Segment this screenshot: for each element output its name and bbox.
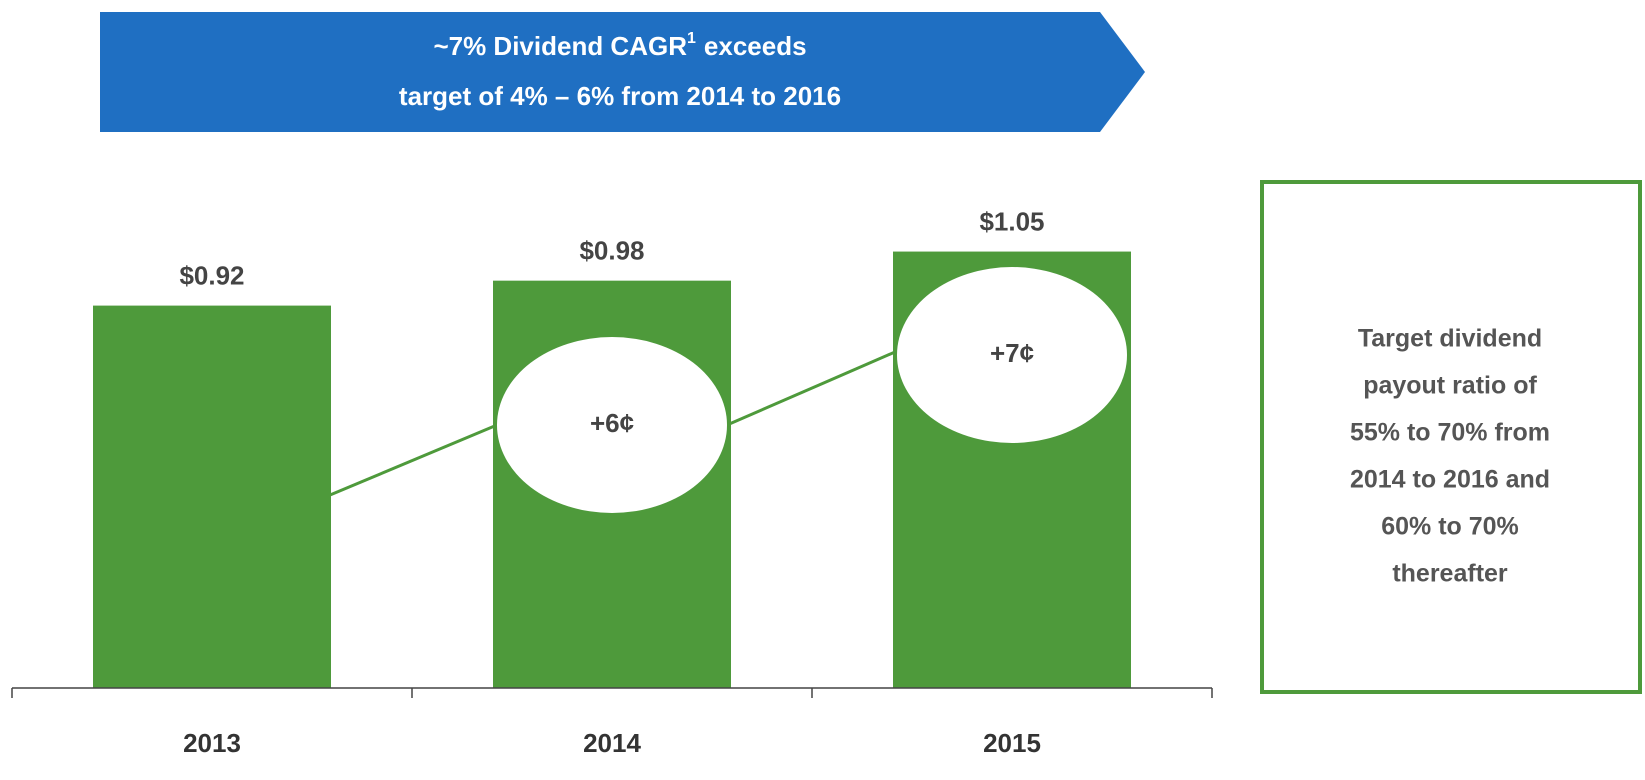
x-tick-label: 2014 <box>583 728 641 758</box>
side-note: payout ratio of <box>1363 372 1537 400</box>
side-note: Target dividend <box>1358 325 1542 353</box>
connector <box>329 423 498 497</box>
banner-title: ~7% Dividend CAGR1 exceeds <box>433 30 806 61</box>
x-tick-label: 2013 <box>183 728 241 758</box>
title-part: ~7% Dividend CAGR <box>433 31 687 61</box>
side-box <box>1260 180 1642 694</box>
annotation: +7¢ <box>990 338 1034 368</box>
annotation-bubble <box>497 337 727 513</box>
side-note: 55% to 70% from <box>1350 419 1550 447</box>
connector <box>726 350 896 427</box>
value-label: $0.98 <box>579 236 644 266</box>
side-note: 2014 to 2016 and <box>1350 466 1550 494</box>
side-note: thereafter <box>1392 560 1508 588</box>
value-label: $1.05 <box>979 206 1044 236</box>
side-note: 60% to 70% <box>1381 513 1519 541</box>
banner-title: target of 4% – 6% from 2014 to 2016 <box>399 81 841 111</box>
bar <box>93 305 331 688</box>
footnote-mark: 1 <box>687 30 696 47</box>
value-label: $0.92 <box>179 260 244 290</box>
title-part: exceeds <box>704 31 807 61</box>
banner <box>100 12 1145 132</box>
annotation-bubble <box>897 267 1127 443</box>
x-tick-label: 2015 <box>983 728 1041 758</box>
overlay: +6¢ +7¢ Target dividend payout ratio of 55% … <box>497 267 1550 588</box>
annotation: +6¢ <box>590 408 634 438</box>
